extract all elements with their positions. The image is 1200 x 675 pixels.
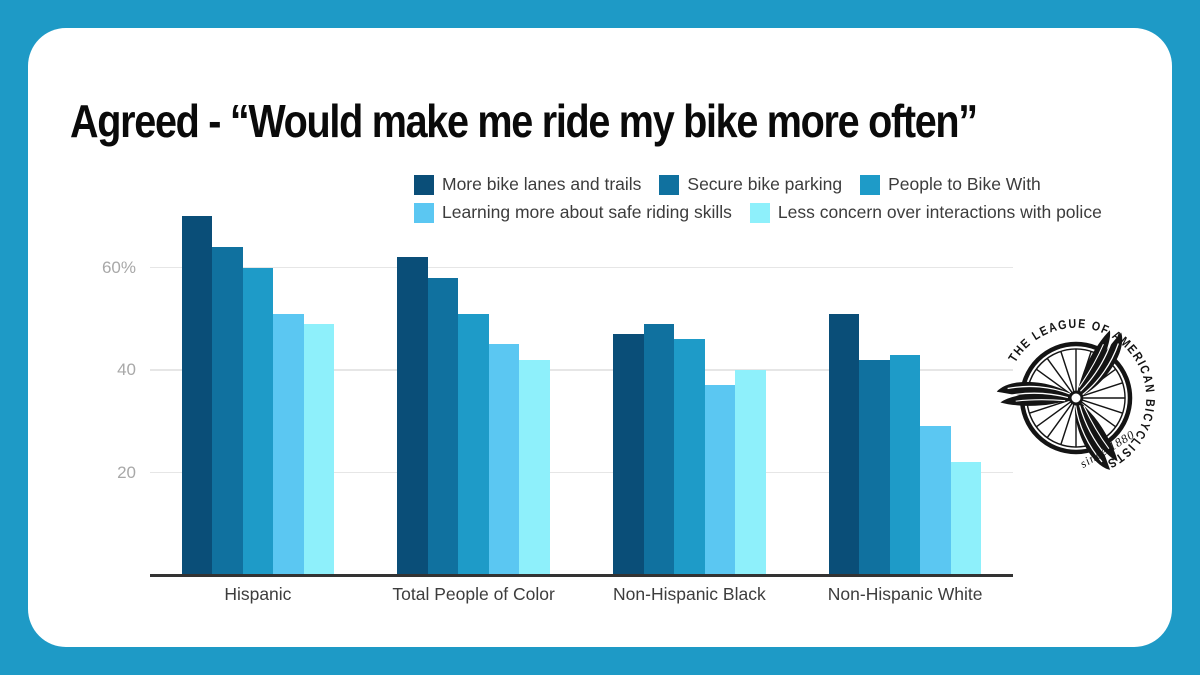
- legend-item: People to Bike With: [860, 174, 1041, 195]
- bar-learning-more-about-safe-riding-skills: [273, 313, 304, 575]
- x-axis-line: [150, 574, 1013, 577]
- legend-label: Learning more about safe riding skills: [442, 202, 732, 222]
- bar-learning-more-about-safe-riding-skills: [488, 344, 520, 575]
- bar-secure-bike-parking: [427, 277, 459, 575]
- bar-secure-bike-parking: [212, 247, 243, 575]
- x-axis-category-label: Non-Hispanic Black: [613, 584, 766, 604]
- x-axis-category-label: Total People of Color: [392, 584, 555, 604]
- gridline: [150, 471, 1013, 474]
- league-of-american-bicyclists-logo: THE LEAGUE OF AMERICAN BICYCLISTS since …: [986, 308, 1166, 488]
- bar-more-bike-lanes-and-trails: [613, 334, 644, 575]
- bar-people-to-bike-with: [458, 313, 489, 575]
- bar-less-concern-over-interactions-with-police: [303, 323, 335, 575]
- wheel-wings-icon: [996, 324, 1131, 476]
- legend-swatch: [749, 202, 770, 223]
- bar-people-to-bike-with: [889, 354, 921, 575]
- gridline: [150, 266, 1013, 269]
- winged-wheel-emblem: THE LEAGUE OF AMERICAN BICYCLISTS since …: [996, 317, 1156, 476]
- bar-learning-more-about-safe-riding-skills: [704, 385, 736, 575]
- gridline: [150, 369, 1013, 371]
- legend-item: Learning more about safe riding skills: [414, 202, 732, 223]
- chart-title: Agreed - “Would make me ride my bike mor…: [70, 95, 978, 147]
- legend-swatch: [659, 174, 680, 195]
- bar-more-bike-lanes-and-trails: [181, 216, 213, 575]
- bar-secure-bike-parking: [859, 359, 890, 575]
- bar-secure-bike-parking: [643, 323, 675, 575]
- legend-label: Less concern over interactions with poli…: [777, 202, 1102, 222]
- bar-less-concern-over-interactions-with-police: [950, 462, 982, 575]
- y-axis-tick-label: 20: [117, 462, 136, 482]
- legend-item: Secure bike parking: [659, 174, 842, 195]
- bar-more-bike-lanes-and-trails: [828, 313, 860, 575]
- legend-label: Secure bike parking: [687, 174, 843, 194]
- legend-item: Less concern over interactions with poli…: [749, 202, 1102, 223]
- bar-people-to-bike-with: [242, 267, 274, 575]
- bar-people-to-bike-with: [674, 339, 705, 575]
- bar-more-bike-lanes-and-trails: [397, 257, 428, 575]
- y-axis-tick-label: 60%: [101, 257, 136, 277]
- legend-swatch: [414, 174, 434, 195]
- x-axis-category-label: Hispanic: [224, 584, 292, 604]
- x-axis-category-label: Non-Hispanic White: [827, 584, 983, 604]
- chart-legend: More bike lanes and trails Secure bike pa…: [414, 174, 1200, 223]
- wheel-hub-icon: [1068, 390, 1084, 406]
- legend-label: More bike lanes and trails: [442, 174, 642, 194]
- y-axis-tick-label: 40: [117, 360, 136, 379]
- bar-less-concern-over-interactions-with-police: [519, 359, 550, 575]
- legend-swatch: [860, 174, 881, 195]
- legend-item: More bike lanes and trails: [414, 174, 641, 195]
- bar-less-concern-over-interactions-with-police: [735, 370, 766, 575]
- legend-swatch: [414, 202, 434, 223]
- legend-label: People to Bike With: [888, 174, 1041, 194]
- bar-learning-more-about-safe-riding-skills: [920, 426, 951, 575]
